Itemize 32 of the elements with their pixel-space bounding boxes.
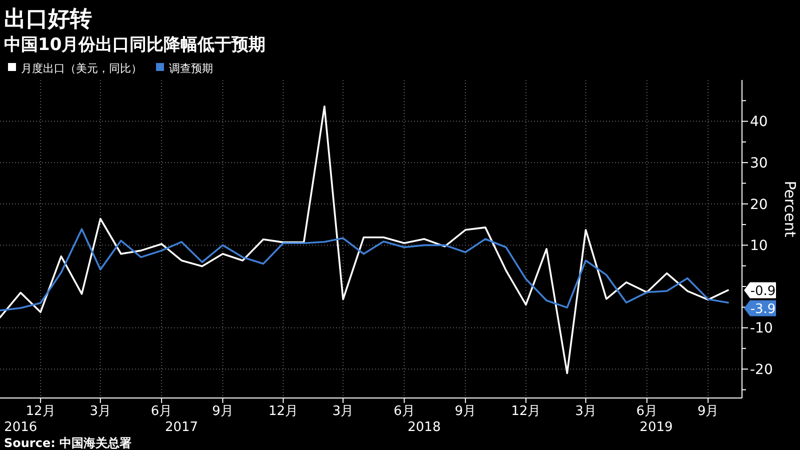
y-tick-label: 20 [750, 196, 768, 213]
x-tick-label: 9月 [697, 404, 719, 419]
legend-label: 调查预期 [169, 62, 213, 75]
legend-label: 月度出口（美元，同比） [21, 62, 142, 75]
x-tick-label: 3月 [332, 404, 354, 419]
data-label: -0.9 [750, 284, 776, 299]
y-tick-label: -10 [750, 320, 773, 337]
data-label: -3.9 [750, 302, 776, 317]
line-series [0, 106, 729, 374]
x-tick-label: 9月 [454, 404, 476, 419]
chart-subtitle: 中国10月份出口同比降幅低于预期 [4, 35, 266, 55]
y-axis-title: Percent [781, 180, 799, 238]
x2-tick-label: 2018 [408, 420, 441, 435]
x2-tick-label: 2019 [640, 420, 673, 435]
x-tick-label: 12月 [26, 404, 56, 419]
x-tick-label: 12月 [511, 404, 541, 419]
x-tick-label: 6月 [636, 404, 658, 419]
y-tick-label: 10 [750, 238, 768, 254]
x-tick-label: 6月 [150, 404, 172, 419]
source-note: Source: 中国海关总署 [4, 436, 132, 450]
x2-tick-label: 2017 [164, 420, 198, 435]
line-series [0, 228, 729, 312]
x-tick-label: 3月 [90, 404, 112, 419]
x-tick-label: 3月 [575, 404, 596, 419]
y-tick-label: 40 [750, 114, 768, 130]
y-tick-label: 30 [750, 155, 768, 172]
x-tick-label: 9月 [212, 404, 234, 419]
x-tick-label: 6月 [394, 404, 415, 419]
x-tick-label: 12月 [268, 404, 298, 419]
y-tick-label: -20 [750, 362, 773, 378]
chart-title: 出口好转 [4, 7, 92, 32]
x2-tick-label: 2016 [4, 420, 38, 435]
